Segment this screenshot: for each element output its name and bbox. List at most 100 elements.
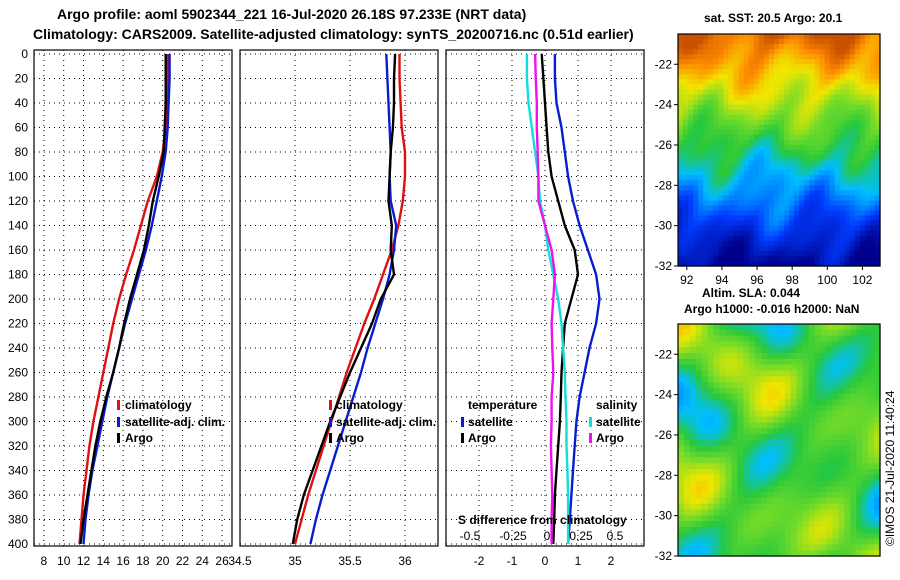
sst-heatmap-cell: [834, 170, 841, 176]
sla-heatmap-cell: [731, 538, 739, 545]
sst-heatmap-cell: [708, 230, 714, 237]
sst-heatmap-cell: [814, 34, 820, 40]
sst-heatmap-cell: [733, 64, 740, 70]
sst-heatmap-cell: [794, 210, 800, 217]
sla-heatmap-cell: [743, 498, 750, 505]
sst-heatmap-cell: [794, 99, 800, 106]
sst-heatmap-cell: [733, 84, 740, 91]
sst-heatmap-cell: [829, 255, 836, 262]
sst-heatmap-cell: [723, 220, 730, 227]
series-line-satellite-adj-clim-: [309, 53, 398, 545]
sst-heatmap-cell: [688, 155, 694, 161]
sst-heatmap-cell: [849, 69, 856, 75]
sst-heatmap-cell: [748, 124, 755, 131]
sst-heatmap-cell: [829, 69, 836, 75]
sla-heatmap-cell: [725, 463, 733, 470]
sla-heatmap-cell: [826, 324, 834, 331]
sst-heatmap-cell: [779, 165, 785, 171]
sst-heatmap-cell: [824, 49, 831, 55]
sst-heatmap-cell: [728, 215, 735, 222]
sst-heatmap-cell: [763, 44, 770, 50]
sst-heatmap-cell: [693, 260, 699, 267]
sla-heatmap-cell: [701, 353, 709, 360]
sla-heatmap-cell: [832, 451, 840, 458]
sst-heatmap-cell: [804, 195, 810, 202]
sla-heatmap-cell: [701, 550, 709, 557]
sla-heatmap-cell: [784, 399, 792, 406]
sla-heatmap-cell: [678, 451, 685, 458]
sst-heatmap-cell: [784, 210, 790, 217]
sst-heatmap-cell: [849, 150, 856, 156]
sst-heatmap-cell: [698, 99, 704, 106]
sla-heatmap-cell: [678, 405, 685, 412]
sst-heatmap-cell: [728, 44, 735, 50]
sla-heatmap-cell: [695, 358, 703, 366]
sla-heatmap-cell: [695, 521, 703, 528]
sla-heatmap-cell: [725, 411, 733, 418]
sla-heatmap-cell: [773, 515, 780, 522]
sla-heatmap-cell: [802, 445, 810, 453]
sla-heatmap-cell: [761, 411, 768, 418]
sst-heatmap-cell: [708, 260, 714, 267]
sla-heatmap-cell: [790, 347, 798, 354]
sst-heatmap-cell: [718, 129, 725, 136]
sla-heatmap-cell: [707, 521, 715, 528]
sst-heatmap-cell: [688, 124, 694, 131]
sst-heatmap-cell: [758, 250, 765, 257]
sst-heatmap-cell: [723, 114, 730, 121]
sla-heatmap-cell: [874, 515, 881, 522]
sst-heatmap-cell: [844, 210, 851, 217]
sla-heatmap-cell: [767, 544, 774, 551]
sla-heatmap-cell: [850, 527, 857, 534]
sla-heatmap-cell: [856, 416, 863, 424]
sla-heatmap-cell: [749, 486, 756, 493]
sst-heatmap-cell: [804, 84, 810, 91]
sst-heatmap-cell: [829, 99, 836, 106]
sla-heatmap-cell: [689, 503, 697, 511]
sst-heatmap-cell: [733, 129, 740, 136]
sst-heatmap-cell: [768, 185, 775, 191]
sst-heatmap-cell: [698, 64, 704, 70]
sla-heatmap-cell: [850, 480, 857, 487]
sla-heatmap-cell: [868, 492, 875, 499]
sst-heatmap-cell: [693, 34, 699, 40]
sst-heatmap-cell: [854, 235, 861, 242]
sst-heatmap-cell: [789, 134, 795, 141]
sst-heatmap-cell: [789, 34, 795, 40]
sst-heatmap-cell: [789, 200, 795, 207]
sla-heatmap-cell: [820, 393, 828, 400]
sst-heatmap-cell: [819, 175, 826, 181]
depth-tick-label: 240: [8, 341, 28, 355]
sst-heatmap-cell: [768, 205, 775, 212]
sst-heatmap-cell: [819, 260, 826, 267]
depth-tick-label: 400: [8, 537, 28, 551]
sla-heatmap-cell: [862, 335, 869, 342]
sla-heatmap-cell: [755, 538, 762, 545]
sst-heatmap-cell: [718, 195, 725, 202]
sst-heatmap-cell: [874, 44, 881, 50]
sst-heatmap-cell: [743, 230, 750, 237]
sst-heatmap-cell: [799, 150, 805, 156]
sla-heatmap-cell: [707, 335, 715, 342]
sla-heatmap-cell: [814, 411, 822, 418]
sla-heatmap-cell: [683, 405, 691, 412]
sst-heatmap-cell: [693, 79, 699, 86]
sst-heatmap-cell: [849, 84, 856, 91]
sst-heatmap-cell: [753, 94, 760, 101]
sst-heatmap-cell: [688, 190, 694, 196]
sst-heatmap-cell: [874, 230, 881, 237]
sla-heatmap-cell: [779, 329, 786, 337]
sst-heatmap-cell: [713, 34, 719, 40]
sla-heatmap-cell: [784, 353, 792, 360]
sla-heatmap-cell: [707, 492, 715, 499]
sst-heatmap-cell: [809, 59, 815, 65]
sst-heatmap-cell: [723, 59, 730, 65]
sla-heatmap-cell: [683, 382, 691, 389]
sst-heatmap-cell: [819, 104, 826, 111]
sst-heatmap-cell: [869, 34, 876, 40]
map-y-tick-label: -30: [655, 509, 673, 523]
sst-heatmap-cell: [708, 34, 714, 40]
sla-heatmap-cell: [802, 393, 810, 400]
sst-heatmap-cell: [723, 195, 730, 202]
sst-heatmap-cell: [758, 109, 765, 116]
